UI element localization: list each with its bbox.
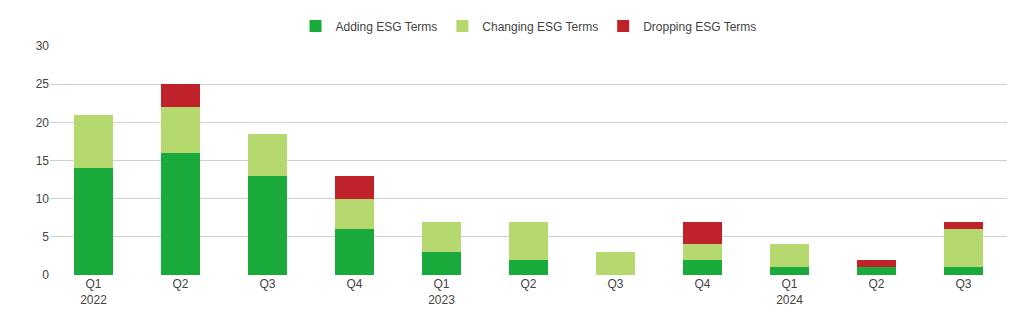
- svg-text:0: 0: [42, 268, 49, 282]
- svg-text:Q2: Q2: [520, 277, 536, 291]
- svg-text:Q12023: Q12023: [428, 277, 455, 307]
- svg-text:Q4: Q4: [346, 277, 362, 291]
- svg-text:10: 10: [36, 192, 50, 206]
- svg-text:15: 15: [36, 154, 50, 168]
- svg-text:Changing ESG Terms: Changing ESG Terms: [482, 20, 598, 34]
- svg-text:20: 20: [36, 116, 50, 130]
- svg-text:Adding ESG Terms: Adding ESG Terms: [336, 20, 438, 34]
- svg-text:Q3: Q3: [607, 277, 623, 291]
- svg-text:Q3: Q3: [259, 277, 275, 291]
- svg-text:Q12022: Q12022: [80, 277, 107, 307]
- svg-text:Q12024: Q12024: [776, 277, 803, 307]
- svg-text:Q2: Q2: [868, 277, 884, 291]
- svg-text:Q4: Q4: [694, 277, 710, 291]
- svg-text:Q3: Q3: [955, 277, 971, 291]
- svg-text:30: 30: [36, 39, 50, 53]
- svg-text:Dropping ESG Terms: Dropping ESG Terms: [643, 20, 756, 34]
- svg-text:25: 25: [36, 77, 50, 91]
- svg-text:5: 5: [42, 230, 49, 244]
- svg-text:Q2: Q2: [172, 277, 188, 291]
